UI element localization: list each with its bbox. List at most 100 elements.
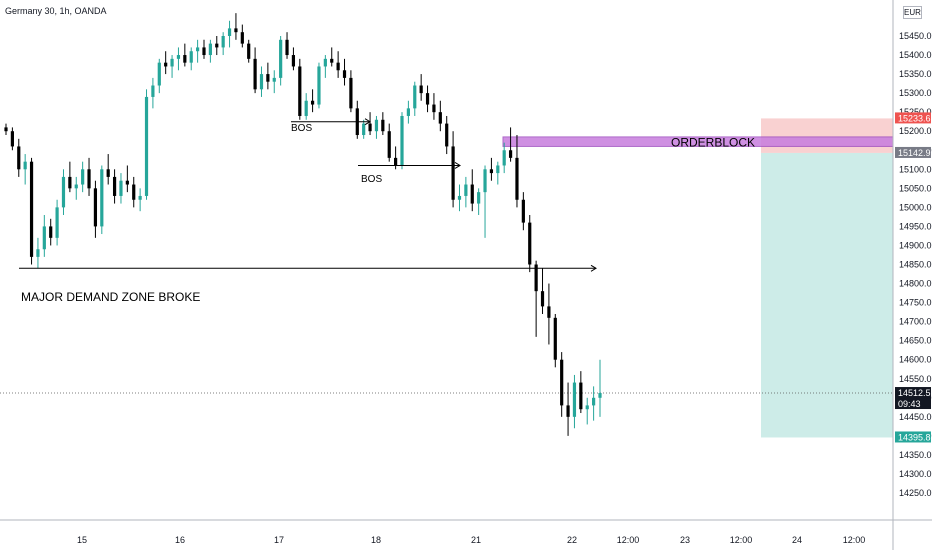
candle	[266, 62, 270, 90]
candle-body	[496, 165, 500, 174]
current-price-label-bg	[895, 387, 931, 410]
candle	[144, 89, 149, 200]
candle	[61, 169, 66, 215]
candle-body	[470, 184, 474, 204]
currency-badge[interactable]: EUR	[903, 6, 922, 19]
candle-body	[132, 184, 136, 200]
candle	[183, 43, 187, 67]
candle	[247, 39, 251, 63]
candle	[221, 32, 225, 56]
candle	[42, 214, 46, 257]
x-tick-label: 12:00	[617, 535, 640, 545]
candle-body	[528, 222, 532, 265]
candle-body	[330, 58, 334, 63]
y-tick-label: 15000.0	[899, 202, 932, 212]
candle-body	[336, 62, 340, 71]
candle	[49, 218, 53, 246]
candle-body	[381, 119, 385, 132]
stop-price-label-bg	[895, 112, 931, 124]
candle	[413, 81, 417, 116]
x-tick-label: 15	[77, 535, 87, 545]
candle-body	[298, 66, 302, 116]
y-tick-label: 15450.0	[899, 31, 932, 41]
candle-body	[394, 157, 398, 166]
candle-body	[489, 169, 494, 174]
annotation-arrow	[364, 118, 371, 126]
candle	[572, 374, 577, 429]
candle	[279, 36, 283, 86]
candle-body	[100, 169, 104, 227]
candle-body	[451, 146, 455, 200]
entry-price-label: 15142.9	[898, 148, 931, 158]
candle	[457, 184, 462, 212]
candle	[470, 169, 474, 212]
candle-body	[36, 249, 40, 257]
x-tick-label: 21	[471, 535, 481, 545]
candle	[138, 188, 142, 212]
candle-body	[508, 150, 513, 158]
candle	[425, 85, 430, 113]
candle-body	[342, 70, 347, 78]
y-tick-label: 15300.0	[899, 88, 932, 98]
candle-body	[240, 32, 244, 44]
candle	[189, 47, 193, 71]
candle-body	[29, 161, 34, 257]
candle	[17, 138, 21, 177]
candle	[291, 47, 296, 71]
candle-body	[585, 405, 589, 410]
candle	[151, 77, 155, 109]
candle	[374, 115, 379, 139]
x-tick-label: 17	[274, 535, 284, 545]
candle-body	[400, 115, 404, 166]
candle-body	[406, 108, 410, 116]
candle	[508, 127, 513, 162]
candle-body	[221, 36, 225, 48]
annotation-label: MAJOR DEMAND ZONE BROKE	[21, 290, 200, 304]
candle	[196, 39, 200, 63]
candle-body	[196, 47, 200, 52]
candle-body	[272, 77, 276, 82]
candle	[132, 176, 136, 208]
y-tick-label: 14550.0	[899, 374, 932, 384]
y-tick-label: 15400.0	[899, 50, 932, 60]
candle-body	[125, 180, 129, 185]
candle-body	[362, 123, 366, 136]
y-tick-label: 14250.0	[899, 488, 932, 498]
candle-body	[483, 169, 487, 193]
candle-body	[560, 359, 564, 406]
candle	[579, 371, 583, 414]
candle	[553, 314, 557, 368]
candle-body	[17, 146, 21, 170]
candle-body	[68, 176, 72, 189]
candle	[362, 119, 366, 139]
candle-body	[572, 382, 577, 417]
candle-body	[164, 62, 168, 67]
take-profit-zone	[761, 152, 893, 438]
candle-body	[234, 28, 238, 33]
candle-body	[81, 169, 85, 185]
candle-body	[144, 96, 149, 196]
candle-body	[547, 306, 551, 318]
candle-body	[215, 43, 219, 48]
candle	[323, 55, 327, 78]
candle	[285, 32, 289, 59]
orderblock-label: ORDERBLOCK	[671, 136, 755, 150]
candle-body	[534, 264, 538, 292]
candle	[202, 39, 206, 59]
candle-body	[368, 123, 372, 132]
y-tick-label: 14900.0	[899, 240, 932, 250]
candle-body	[49, 226, 53, 238]
candle	[176, 47, 181, 71]
current-price-label: 14512.5	[898, 388, 931, 398]
candle-body	[323, 58, 327, 67]
candle-body	[285, 39, 289, 56]
candle-body	[310, 100, 315, 105]
candle	[528, 214, 532, 273]
candle	[368, 112, 372, 136]
candle-body	[74, 184, 78, 189]
x-tick-label: 24	[792, 535, 802, 545]
candle-body	[502, 150, 506, 166]
y-tick-label: 14300.0	[899, 469, 932, 479]
